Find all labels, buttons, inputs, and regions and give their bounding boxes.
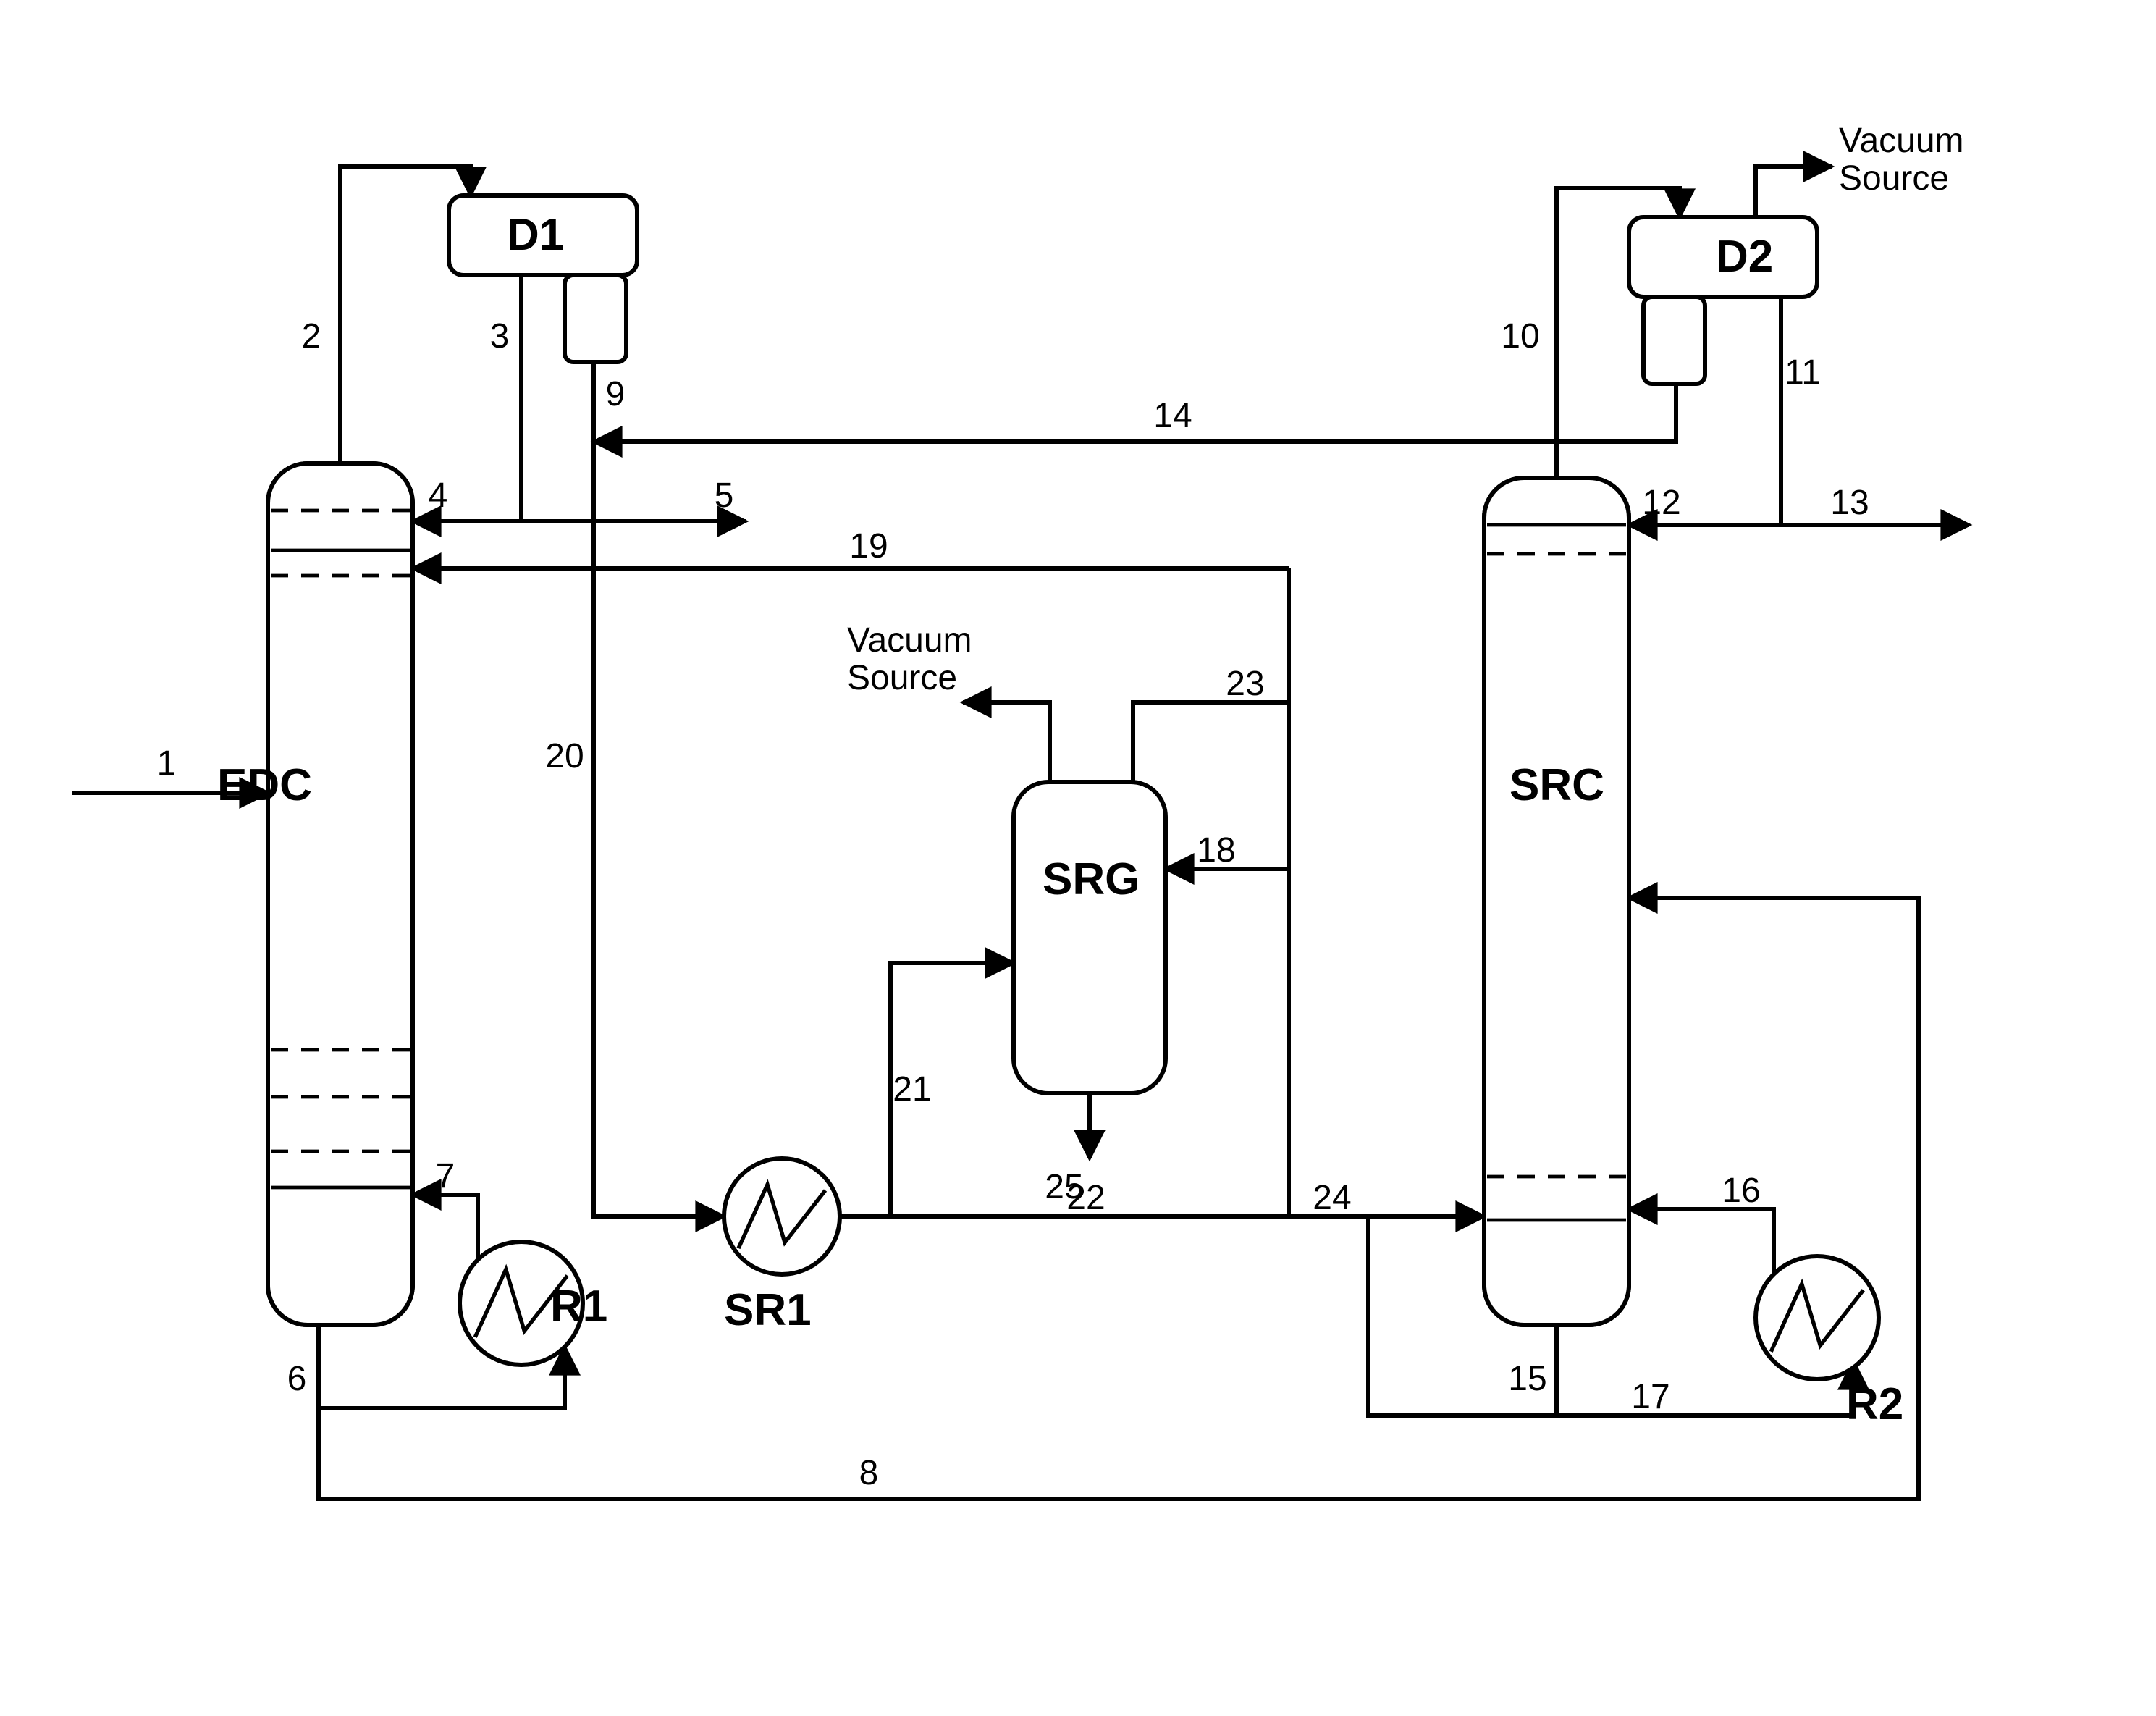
stream-label-14: 14 xyxy=(1153,397,1192,435)
stream-label-21: 21 xyxy=(893,1070,931,1109)
drum-label-d2: D2 xyxy=(1716,232,1773,282)
vacuum-source-label-1b: Source xyxy=(1839,159,1949,198)
column-label-src: SRC xyxy=(1509,760,1604,810)
stream-label-10: 10 xyxy=(1501,317,1539,356)
column-label-edc: EDC xyxy=(217,760,312,810)
exchanger-label-r1: R1 xyxy=(550,1282,607,1332)
stream-14 xyxy=(594,384,1676,442)
exchanger-label-sr1: SR1 xyxy=(724,1285,812,1335)
stream-label-4: 4 xyxy=(429,476,448,515)
column-edc xyxy=(268,463,413,1325)
stream-label-17: 17 xyxy=(1631,1378,1669,1416)
exchanger-sr1 xyxy=(724,1158,840,1274)
stream-label-1: 1 xyxy=(157,744,177,783)
stream-label-6: 6 xyxy=(287,1360,307,1398)
vacuum-source-label-2a: Vacuum xyxy=(847,621,972,660)
stream-label-11: 11 xyxy=(1785,353,1821,392)
column-src xyxy=(1484,478,1629,1325)
stream-label-15: 15 xyxy=(1508,1360,1546,1398)
srg-vacuum-line xyxy=(963,702,1050,782)
stream-label-9: 9 xyxy=(606,375,626,413)
stream-label-24: 24 xyxy=(1313,1179,1351,1217)
riser-1780 xyxy=(1289,568,1368,1216)
stream-label-13: 13 xyxy=(1830,484,1869,522)
stream-23 xyxy=(1133,702,1289,782)
stream-label-5: 5 xyxy=(715,476,734,515)
stream-label-2: 2 xyxy=(302,317,321,356)
stream-16 xyxy=(1629,1209,1774,1274)
stream-20 xyxy=(594,442,724,1216)
stream-label-3: 3 xyxy=(490,317,510,356)
stream-label-20: 20 xyxy=(545,737,584,775)
vacuum-source-label-1a: Vacuum xyxy=(1839,122,1964,160)
drum-boot-d1 xyxy=(565,275,626,362)
stream-label-19: 19 xyxy=(849,527,888,565)
stream-7 xyxy=(413,1195,478,1260)
d2-vacuum-line xyxy=(1756,167,1832,217)
stream-label-12: 12 xyxy=(1642,484,1680,522)
vessel-srg xyxy=(1014,782,1166,1093)
stream-label-18: 18 xyxy=(1197,831,1235,870)
drum-boot-d2 xyxy=(1643,297,1705,384)
exchanger-r2 xyxy=(1756,1256,1879,1379)
exchanger-label-r2: R2 xyxy=(1846,1379,1903,1429)
stream-label-16: 16 xyxy=(1722,1172,1760,1210)
stream-label-23: 23 xyxy=(1226,665,1264,703)
stream-label-7: 7 xyxy=(436,1157,455,1195)
stream-label-25: 25 xyxy=(1045,1168,1083,1206)
vacuum-source-label-2b: Source xyxy=(847,659,957,697)
vessel-label-srg: SRG xyxy=(1043,854,1140,904)
drum-label-d1: D1 xyxy=(507,210,564,260)
stream-label-8: 8 xyxy=(859,1454,879,1492)
